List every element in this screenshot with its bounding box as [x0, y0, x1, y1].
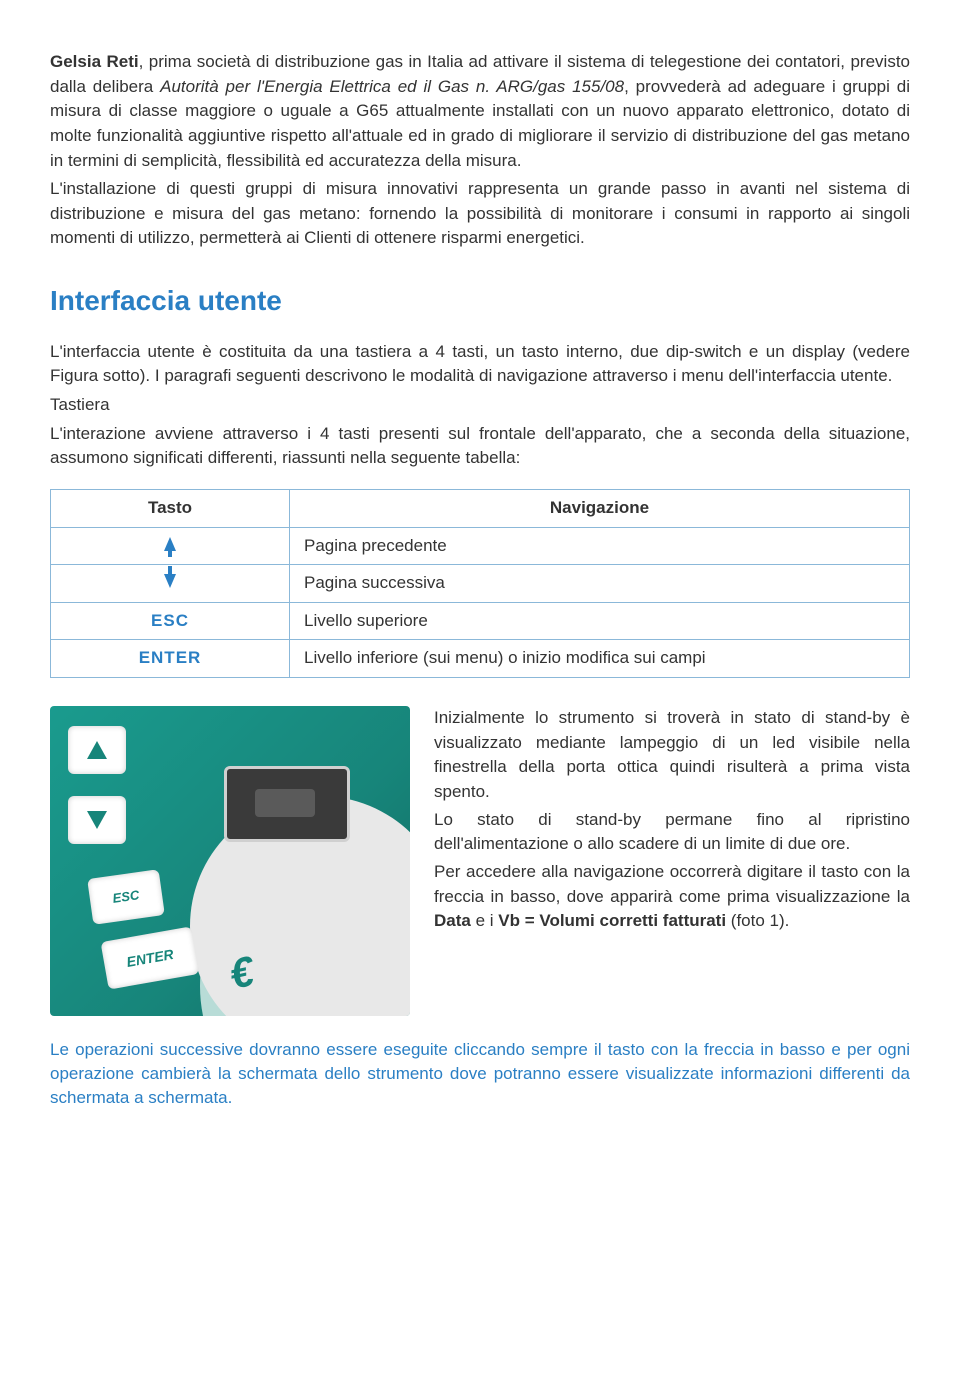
- right-column-text: Inizialmente lo strumento si troverà in …: [434, 706, 910, 937]
- table-header-row: Tasto Navigazione: [51, 489, 910, 527]
- arrow-up-icon: [164, 537, 176, 551]
- right-p3: Per accedere alla navigazione occorrerà …: [434, 860, 910, 934]
- table-row: ESC Livello superiore: [51, 602, 910, 640]
- arrow-up-icon: [87, 741, 107, 759]
- regulation-ref: Autorità per l'Energia Elettrica ed il G…: [160, 77, 624, 96]
- intro-paragraph-2: L'installazione di questi gruppi di misu…: [50, 177, 910, 251]
- arrow-down-icon: [164, 574, 176, 588]
- company-name: Gelsia Reti: [50, 52, 139, 71]
- table-row: Pagina precedente: [51, 527, 910, 565]
- navigation-table: Tasto Navigazione Pagina precedente Pagi…: [50, 489, 910, 678]
- arrow-down-icon: [87, 811, 107, 829]
- device-lens: [224, 766, 350, 842]
- key-esc: ESC: [51, 602, 290, 640]
- section-p1: L'interfaccia utente è costituita da una…: [50, 340, 910, 389]
- device-button-enter: ENTER: [101, 927, 200, 990]
- nav-cell: Livello superiore: [290, 602, 910, 640]
- right-p2: Lo stato di stand-by permane fino al rip…: [434, 808, 910, 857]
- key-arrow-down: [51, 565, 290, 603]
- intro-text: Gelsia Reti, prima società di distribuzi…: [50, 50, 910, 251]
- vb-label: Vb = Volumi corretti fatturati: [498, 911, 726, 930]
- right-p1: Inizialmente lo strumento si troverà in …: [434, 706, 910, 805]
- lower-section: ESC ENTER € Inizialmente lo strumento si…: [50, 706, 910, 1016]
- data-label: Data: [434, 911, 471, 930]
- nav-cell: Livello inferiore (sui menu) o inizio mo…: [290, 640, 910, 678]
- footer-note: Le operazioni successive dovranno essere…: [50, 1038, 910, 1109]
- section-p2b: L'interazione avviene attraverso i 4 tas…: [50, 422, 910, 471]
- device-photo: ESC ENTER €: [50, 706, 410, 1016]
- device-button-down: [68, 796, 126, 844]
- header-key: Tasto: [51, 489, 290, 527]
- key-arrow-up: [51, 527, 290, 565]
- device-button-esc: ESC: [87, 869, 165, 925]
- section-p2a: Tastiera: [50, 393, 910, 418]
- section-body: L'interfaccia utente è costituita da una…: [50, 340, 910, 471]
- table-row: Pagina successiva: [51, 565, 910, 603]
- nav-cell: Pagina precedente: [290, 527, 910, 565]
- key-enter: ENTER: [51, 640, 290, 678]
- nav-cell: Pagina successiva: [290, 565, 910, 603]
- table-row: ENTER Livello inferiore (sui menu) o ini…: [51, 640, 910, 678]
- header-nav: Navigazione: [290, 489, 910, 527]
- section-title: Interfaccia utente: [50, 281, 910, 322]
- device-button-up: [68, 726, 126, 774]
- intro-paragraph-1: Gelsia Reti, prima società di distribuzi…: [50, 50, 910, 173]
